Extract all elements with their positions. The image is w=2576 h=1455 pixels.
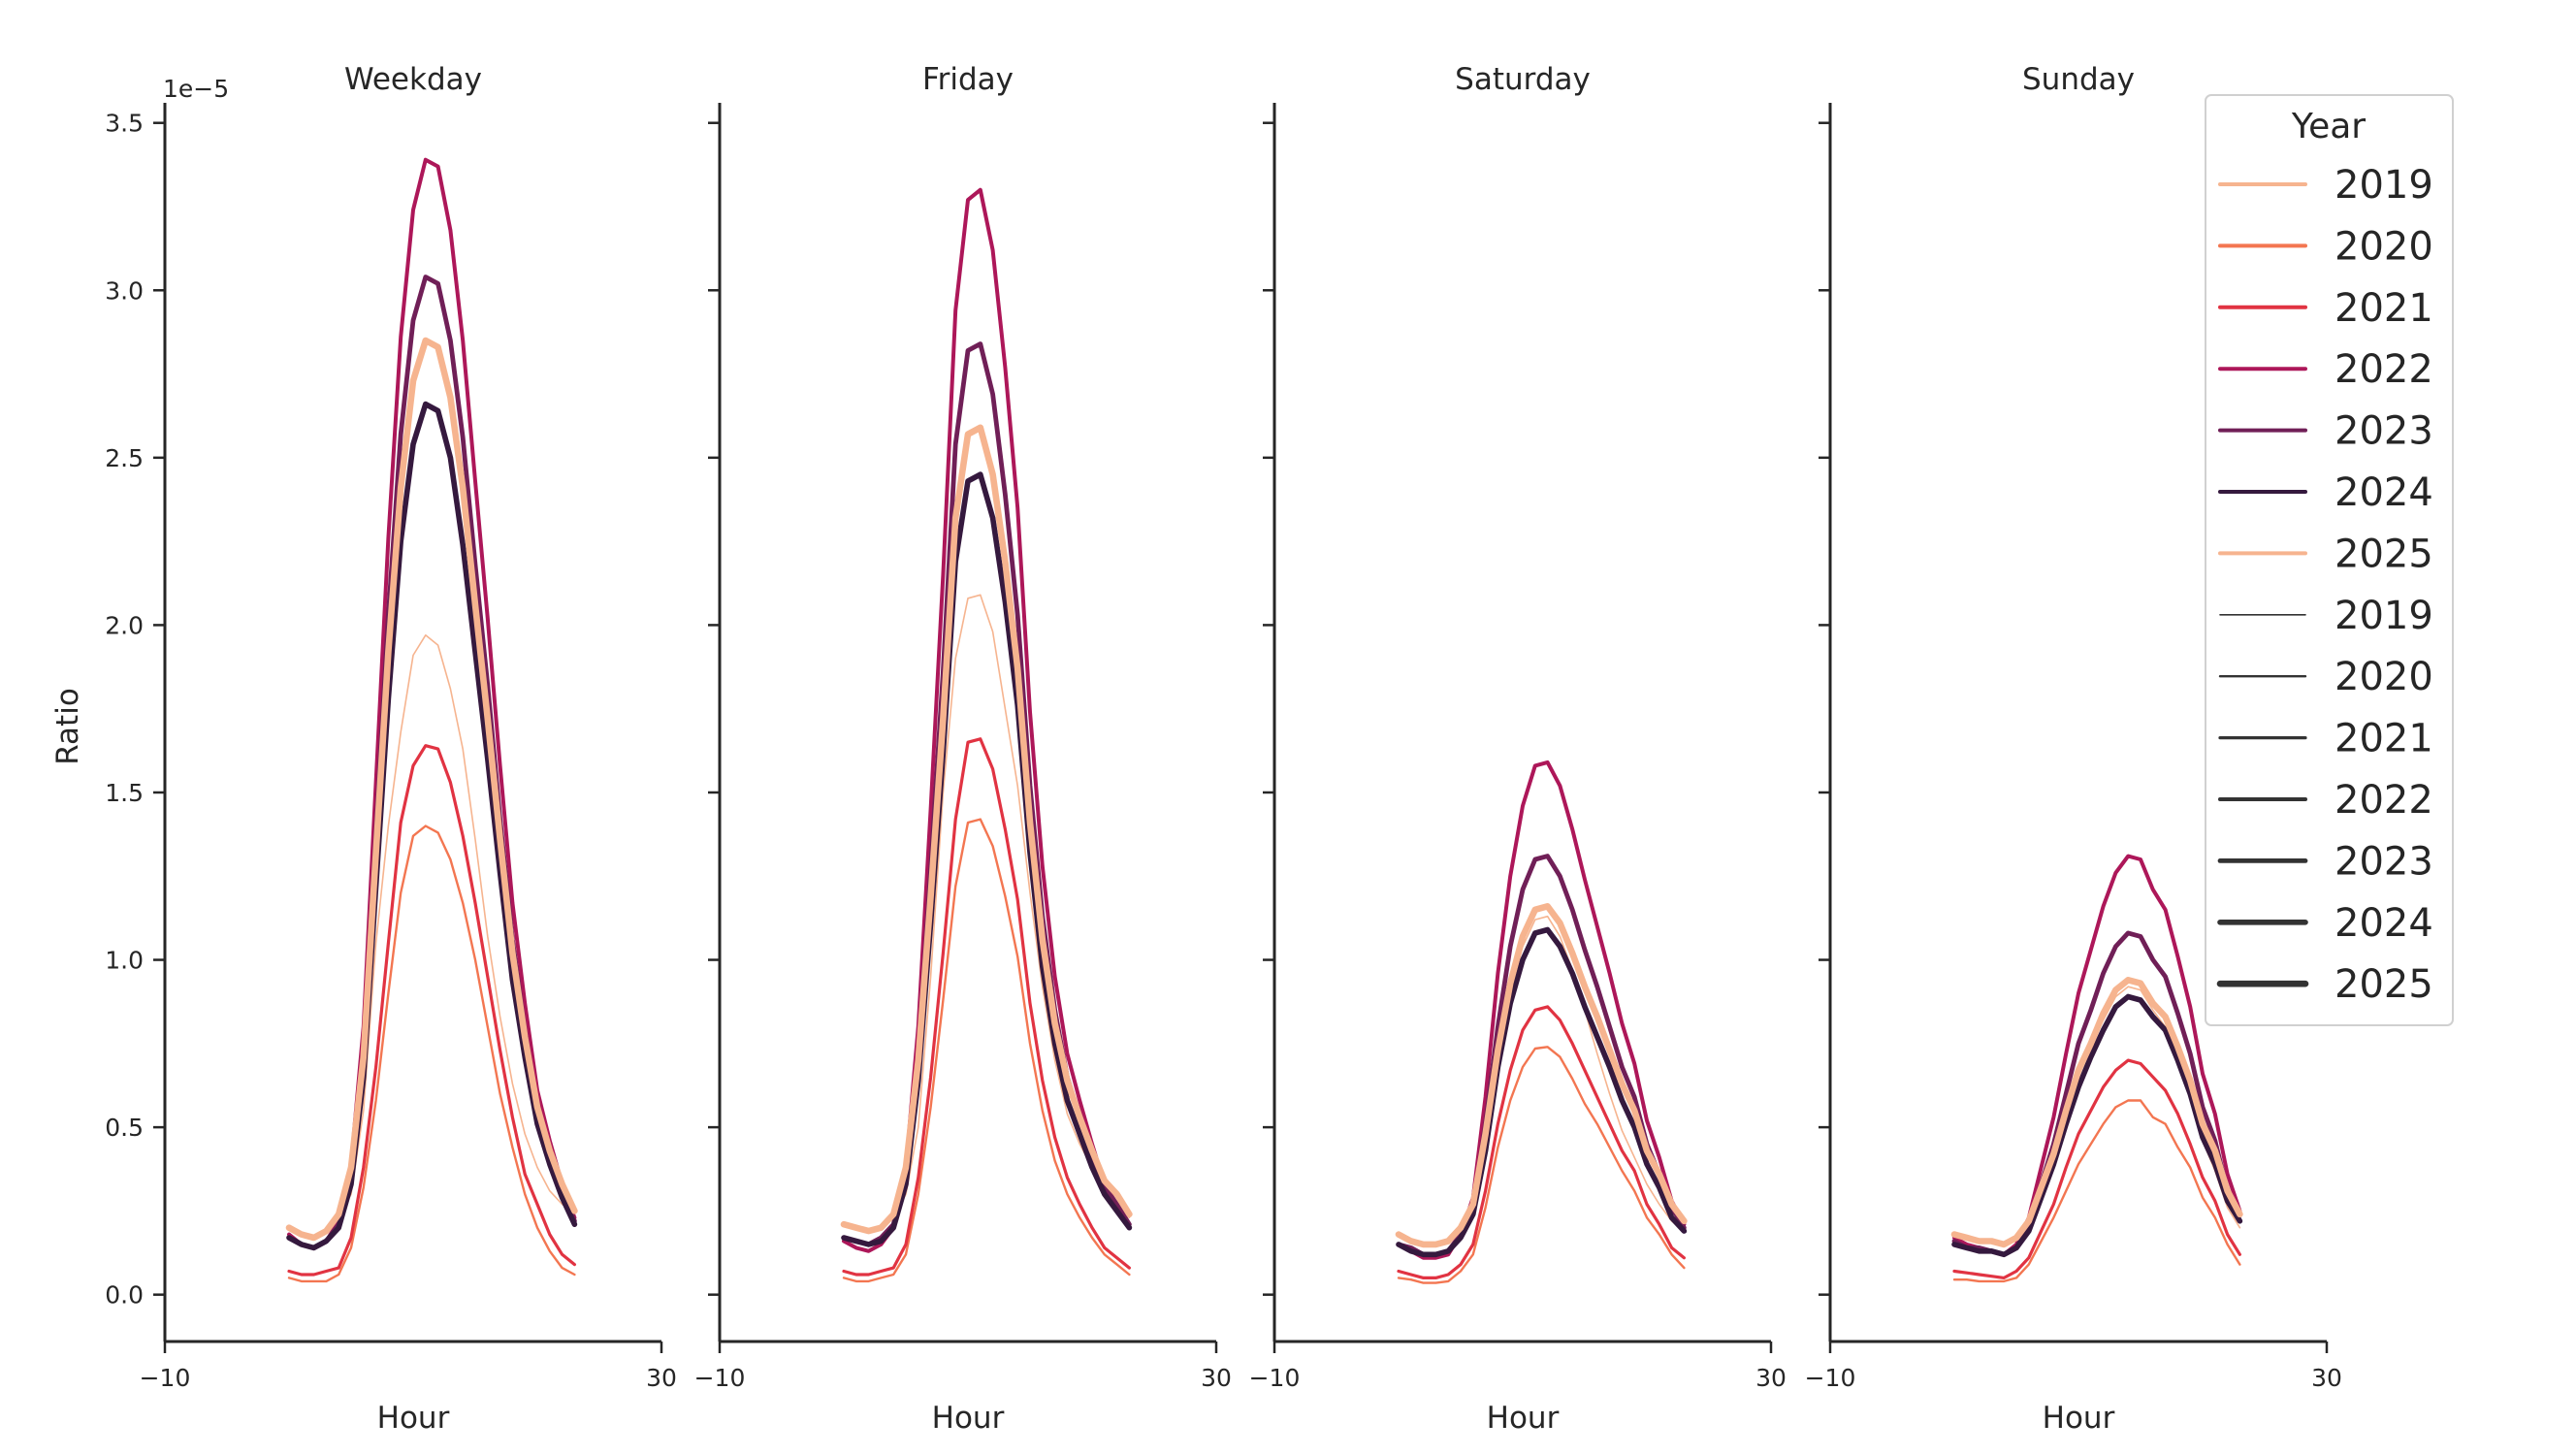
x-axis-label: Hour xyxy=(377,1401,450,1436)
series-line-2020 xyxy=(1952,1099,2241,1283)
legend-label: 2020 xyxy=(2334,655,2433,699)
panel-title: Weekday xyxy=(344,62,482,97)
panel-title: Sunday xyxy=(2022,62,2135,97)
panel-title: Friday xyxy=(922,62,1014,97)
series-line-2019 xyxy=(288,633,576,1239)
x-tick-label: −10 xyxy=(140,1364,191,1392)
series-line-2020 xyxy=(287,824,576,1283)
y-axis-label: Ratio xyxy=(50,688,85,765)
panel-friday: Friday −10 30 Hour xyxy=(694,62,1232,1436)
x-tick-label: 30 xyxy=(1755,1364,1787,1392)
y-tick-label: 0.0 xyxy=(105,1281,144,1310)
legend-item-size-2021: 2021 xyxy=(2218,717,2433,761)
y-offset-label: 1e−5 xyxy=(163,75,229,103)
series-line-2024 xyxy=(841,471,1133,1247)
series-line-2021 xyxy=(842,737,1132,1277)
legend-item-size-2023: 2023 xyxy=(2217,839,2433,884)
legend-item-size-2022: 2022 xyxy=(2218,778,2433,823)
legend-label: 2025 xyxy=(2334,962,2433,1007)
legend: Year 2019 2020 2021 2022 2023 2024 2025 2019 202… xyxy=(2205,94,2454,1026)
legend-item-size-2020: 2020 xyxy=(2218,655,2433,699)
series-line-2025 xyxy=(1395,902,1688,1248)
series-line-2023 xyxy=(841,341,1132,1247)
series-line-2022 xyxy=(842,187,1132,1253)
panel-weekday: Weekday 0.0 0.5 1.0 1.5 2.0 2.5 3.0 3.5 −10 30 Hour xyxy=(105,62,677,1436)
legend-label: 2021 xyxy=(2334,717,2433,761)
y-tick-label: 3.0 xyxy=(105,276,144,305)
legend-label: 2025 xyxy=(2334,532,2433,576)
panel-saturday: Saturday −10 30 Hour xyxy=(1249,62,1787,1436)
legend-label: 2019 xyxy=(2334,594,2433,638)
legend-item-hue-2019: 2019 xyxy=(2218,163,2433,208)
legend-title: Year xyxy=(2291,107,2366,146)
series-line-2020 xyxy=(842,818,1131,1283)
series-line-2024 xyxy=(1396,926,1688,1258)
y-tick-label: 1.5 xyxy=(105,779,144,807)
series-line-2025 xyxy=(285,337,578,1242)
y-tick-label: 1.0 xyxy=(105,947,144,975)
legend-label: 2019 xyxy=(2334,163,2433,208)
series-line-2021 xyxy=(1952,1058,2241,1280)
series-line-2024 xyxy=(1951,993,2243,1258)
panel-sunday: Sunday −10 30 Hour xyxy=(1805,62,2342,1436)
legend-frame xyxy=(2205,94,2454,1026)
y-tick-label: 3.5 xyxy=(105,110,144,138)
legend-item-hue-2020: 2020 xyxy=(2218,224,2433,269)
x-tick-label: 30 xyxy=(646,1364,677,1392)
x-tick-label: −10 xyxy=(694,1364,746,1392)
series-line-2021 xyxy=(1397,1005,1687,1280)
legend-item-hue-2023: 2023 xyxy=(2218,409,2433,454)
y-tick-label: 2.0 xyxy=(105,611,144,639)
x-tick-label: 30 xyxy=(1201,1364,1232,1392)
legend-item-hue-2021: 2021 xyxy=(2218,286,2433,331)
panel-title: Saturday xyxy=(1455,62,1591,97)
legend-label: 2021 xyxy=(2334,286,2433,331)
x-axis-label: Hour xyxy=(932,1401,1005,1436)
series-line-2022 xyxy=(1397,760,1687,1260)
x-tick-label: 30 xyxy=(2311,1364,2342,1392)
legend-label: 2022 xyxy=(2334,778,2433,823)
legend-item-size-2019: 2019 xyxy=(2219,594,2433,638)
legend-label: 2024 xyxy=(2334,901,2433,946)
series-line-2019 xyxy=(1398,915,1686,1245)
series-line-2020 xyxy=(1397,1046,1686,1284)
legend-item-hue-2024: 2024 xyxy=(2218,470,2433,515)
series-line-2021 xyxy=(287,744,577,1277)
x-tick-label: −10 xyxy=(1805,1364,1856,1392)
legend-item-hue-2022: 2022 xyxy=(2218,347,2433,392)
series-line-2022 xyxy=(1952,854,2242,1257)
legend-label: 2023 xyxy=(2334,409,2433,454)
legend-label: 2020 xyxy=(2334,224,2433,269)
legend-item-size-2024: 2024 xyxy=(2217,901,2433,946)
series-line-2025 xyxy=(840,424,1133,1235)
series-line-2023 xyxy=(1396,854,1687,1257)
legend-item-hue-2025: 2025 xyxy=(2218,532,2433,576)
y-tick-label: 2.5 xyxy=(105,444,144,472)
x-axis-label: Hour xyxy=(2043,1401,2115,1436)
legend-item-size-2025: 2025 xyxy=(2216,962,2433,1007)
y-tick-label: 0.5 xyxy=(105,1114,144,1142)
x-axis-label: Hour xyxy=(1487,1401,1560,1436)
legend-label: 2024 xyxy=(2334,470,2433,515)
legend-label: 2023 xyxy=(2334,839,2433,884)
series-line-2025 xyxy=(1950,976,2243,1248)
legend-label: 2022 xyxy=(2334,347,2433,392)
series-line-2024 xyxy=(286,401,578,1251)
x-tick-label: −10 xyxy=(1249,1364,1301,1392)
